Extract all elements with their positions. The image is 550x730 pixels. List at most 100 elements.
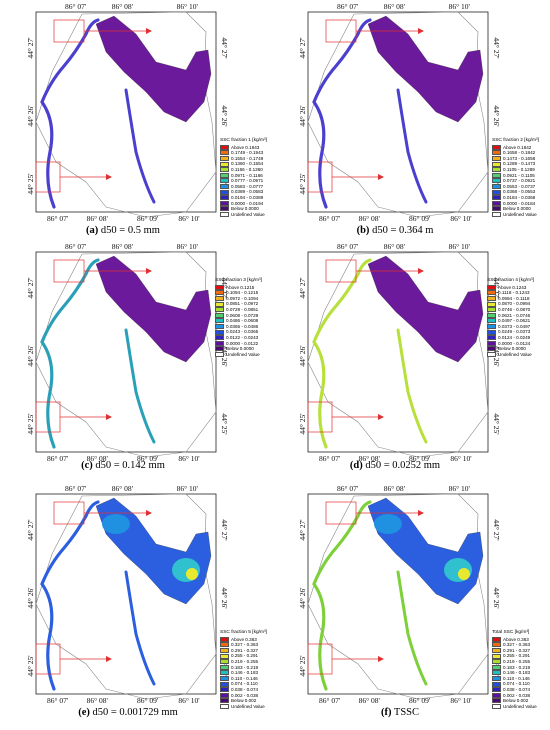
zoom-arrowhead-1 bbox=[418, 510, 424, 516]
tick-left: 44° 27' bbox=[298, 37, 307, 59]
tick-right: 44° 26' bbox=[492, 587, 501, 609]
legend-label: Above 0.1243 bbox=[498, 284, 527, 290]
tick-left: 44° 27' bbox=[26, 519, 35, 541]
legend-row: 0.074 - 0.110 bbox=[220, 681, 267, 687]
river-channel bbox=[40, 258, 100, 449]
legend-label: 0.110 - 0.146 bbox=[231, 675, 258, 681]
legend-swatch bbox=[492, 184, 501, 190]
legend-row: 0.183 - 0.219 bbox=[220, 665, 267, 671]
legend-swatch bbox=[492, 704, 501, 710]
zoom-arrowhead-2 bbox=[106, 174, 112, 180]
legend-label: 0.0122 - 0.0243 bbox=[226, 334, 259, 340]
legend-swatch bbox=[215, 312, 224, 318]
legend-swatch bbox=[220, 161, 229, 167]
lake-shape bbox=[367, 15, 484, 123]
legend-swatch bbox=[220, 653, 229, 659]
tick-bottom: 86° 09' bbox=[409, 454, 431, 463]
legend-swatch bbox=[220, 195, 229, 201]
legend-label: Below 0.0000 bbox=[231, 206, 259, 212]
legend-row: 0.1749 - 0.1943 bbox=[220, 150, 267, 156]
legend-row: 0.0122 - 0.0243 bbox=[215, 335, 262, 341]
legend-swatch bbox=[220, 200, 229, 206]
legend-label: 0.1749 - 0.1943 bbox=[231, 150, 264, 156]
legend-swatch bbox=[492, 687, 501, 693]
map-panel-a: 86° 07' 86° 08' 86° 10' 86° 07' 86° 08' 86° 0… bbox=[8, 0, 268, 238]
map-panel-f: 86° 07' 86° 08' 86° 10' 86° 07' 86° 08' 86° 0… bbox=[280, 482, 540, 730]
legend-swatch bbox=[492, 150, 501, 156]
legend-swatch bbox=[492, 195, 501, 201]
tick-bottom: 86° 09' bbox=[137, 214, 159, 223]
tick-bottom: 86° 07' bbox=[319, 214, 341, 223]
map-body bbox=[35, 493, 217, 700]
tick-bottom: 86° 08' bbox=[359, 454, 381, 463]
tick-left: 44° 26' bbox=[26, 345, 35, 367]
tick-left: 44° 27' bbox=[26, 37, 35, 59]
legend-row: 0.0000 - 0.0124 bbox=[487, 341, 534, 347]
river-inset-channel bbox=[396, 88, 428, 204]
legend-label: 0.1166 - 0.1360 bbox=[231, 166, 263, 172]
tick-top: 86° 07' bbox=[65, 484, 87, 493]
legend-label: 0.1118 - 0.1243 bbox=[498, 290, 530, 296]
river-channel bbox=[312, 500, 372, 691]
legend-row: 0.1554 - 0.1749 bbox=[220, 156, 267, 162]
caption-a: (a) d50 = 0.5 mm bbox=[86, 225, 160, 236]
legend-label: 0.0194 - 0.0389 bbox=[231, 194, 264, 200]
map-body bbox=[307, 11, 489, 218]
legend-row: 0.0921 - 0.1105 bbox=[492, 173, 539, 179]
map-panel-e: 86° 07' 86° 08' 86° 10' 86° 07' 86° 08' 86° 0… bbox=[8, 482, 268, 730]
legend-label: 0.183 - 0.219 bbox=[503, 664, 531, 670]
tick-top: 86° 08' bbox=[112, 484, 134, 493]
tick-bottom: 86° 08' bbox=[87, 214, 109, 223]
legend-swatch bbox=[215, 335, 224, 341]
river-channel bbox=[40, 18, 100, 209]
legend-swatch bbox=[492, 648, 501, 654]
legend-label: 0.1094 - 0.1215 bbox=[226, 290, 259, 296]
legend-e: SSC fraction 5 [kg/m³] Above 0.363 0.327 -… bbox=[220, 630, 267, 710]
legend-swatch bbox=[220, 670, 229, 676]
legend-label: 0.074 - 0.110 bbox=[231, 681, 258, 687]
legend-row: Above 0.363 bbox=[220, 637, 267, 643]
legend-row: 0.002 - 0.038 bbox=[492, 693, 537, 699]
zoom-arrowhead-2 bbox=[378, 414, 384, 420]
legend-swatch bbox=[220, 189, 229, 195]
legend-swatch bbox=[215, 318, 224, 324]
legend-label: 0.0553 - 0.0737 bbox=[503, 183, 536, 189]
tick-top: 86° 07' bbox=[337, 484, 359, 493]
legend-label: 0.1289 - 0.1473 bbox=[503, 161, 536, 167]
zoom-arrowhead-2 bbox=[106, 656, 112, 662]
legend-row: Above 0.363 bbox=[492, 637, 537, 643]
tick-bottom: 86° 09' bbox=[137, 696, 159, 705]
legend-row: 0.1658 - 0.1842 bbox=[492, 150, 539, 156]
legend-swatch bbox=[215, 329, 224, 335]
legend-label: 0.074 - 0.110 bbox=[503, 681, 530, 687]
legend-swatch bbox=[215, 324, 224, 330]
legend-row: Above 0.1215 bbox=[215, 285, 262, 291]
legend-swatch bbox=[215, 340, 224, 346]
legend-swatch bbox=[492, 206, 501, 212]
legend-label: 0.0000 - 0.0194 bbox=[231, 200, 264, 206]
legend-row: Undefined Value bbox=[215, 352, 262, 358]
map-e: 86° 07' 86° 08' 86° 10' 86° 07' 86° 08' 86° 0… bbox=[26, 484, 229, 705]
legend-swatch bbox=[220, 664, 229, 670]
tick-top: 86° 10' bbox=[449, 484, 471, 493]
legend-title: SSC fraction 5 [kg/m³] bbox=[220, 630, 267, 635]
tick-left: 44° 27' bbox=[26, 277, 35, 299]
legend-swatch bbox=[487, 318, 496, 324]
legend-row: 0.0184 - 0.0368 bbox=[492, 195, 539, 201]
river-inset-channel bbox=[396, 570, 428, 686]
tick-right: 44° 26' bbox=[492, 345, 501, 367]
legend-row: Undefined Value bbox=[220, 212, 267, 218]
legend-title: SSC fraction 1 [kg/m³] bbox=[220, 138, 267, 143]
tick-left: 44° 26' bbox=[26, 105, 35, 127]
legend-label: 0.0373 - 0.0497 bbox=[498, 323, 531, 329]
map-panel-b: 86° 07' 86° 08' 86° 10' 86° 07' 86° 08' 86° 0… bbox=[280, 0, 540, 238]
zoom-arrowhead-2 bbox=[106, 414, 112, 420]
legend-swatch bbox=[487, 346, 496, 352]
legend-label: 0.219 - 0.255 bbox=[231, 658, 259, 664]
legend-swatch bbox=[492, 681, 501, 687]
tick-top: 86° 08' bbox=[112, 242, 134, 251]
legend-row: 0.1118 - 0.1243 bbox=[487, 290, 534, 296]
zoom-arrowhead-1 bbox=[418, 268, 424, 274]
legend-label: 0.1360 - 0.1554 bbox=[231, 161, 264, 167]
tick-left: 44° 26' bbox=[298, 345, 307, 367]
